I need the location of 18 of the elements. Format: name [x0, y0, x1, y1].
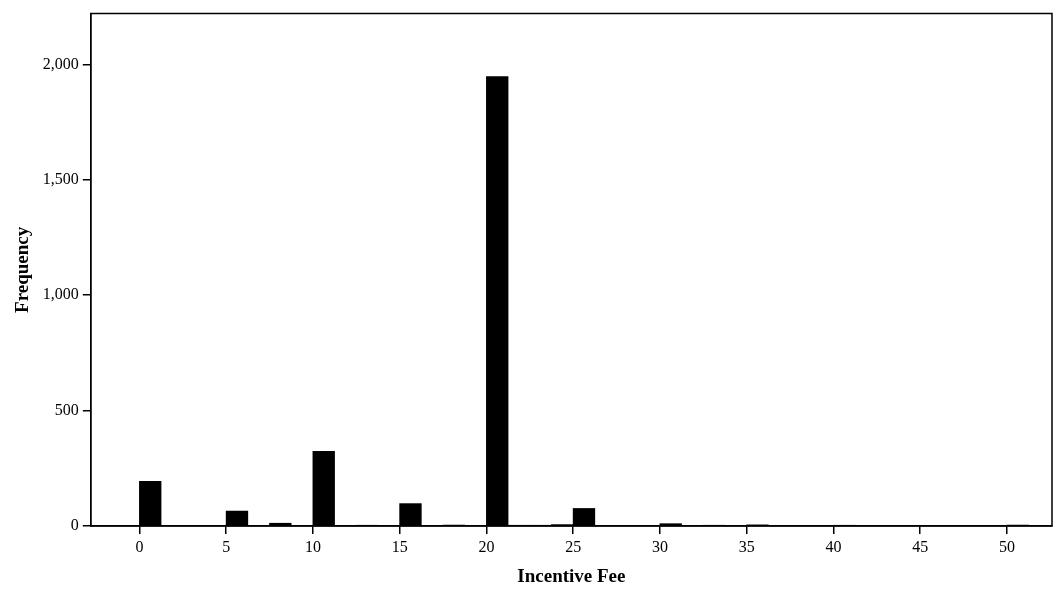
y-tick-label: 1,000	[42, 285, 79, 303]
x-tick-label: 30	[651, 537, 668, 555]
y-axis-title: Frequency	[11, 226, 33, 313]
y-tick-label: 0	[70, 516, 79, 534]
x-tick-label: 0	[135, 537, 144, 555]
x-tick-label: 50	[998, 537, 1015, 555]
x-tick-label: 5	[222, 537, 231, 555]
x-axis-title: Incentive Fee	[517, 564, 626, 586]
x-tick-label: 35	[738, 537, 755, 555]
x-tick-label: 10	[304, 537, 321, 555]
x-tick-label: 45	[912, 537, 929, 555]
x-tick-label: 20	[478, 537, 495, 555]
y-tick-label: 1,500	[42, 169, 79, 187]
x-tick-label: 15	[391, 537, 408, 555]
y-tick-label: 500	[54, 400, 79, 418]
y-tick-label: 2,000	[42, 54, 79, 72]
x-tick-label: 25	[565, 537, 582, 555]
x-tick-label: 40	[825, 537, 842, 555]
